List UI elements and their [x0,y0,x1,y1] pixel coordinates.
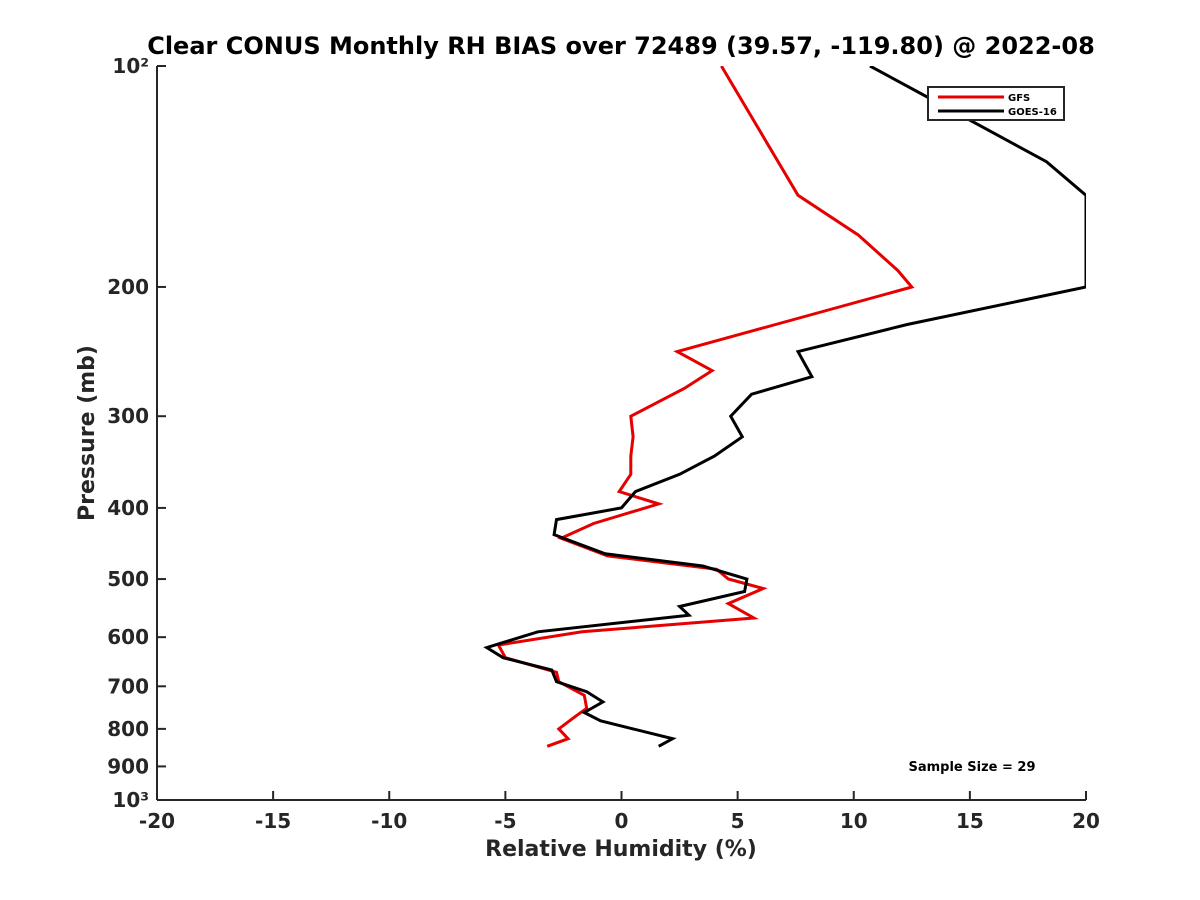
x-tick-label: -5 [494,809,516,833]
legend-label: GOES-16 [1008,107,1057,118]
series-layer [483,66,1086,748]
x-axis-label: Relative Humidity (%) [485,837,757,862]
x-tick-label: 20 [1072,809,1100,833]
y-tick-label: 600 [107,625,149,649]
y-tick-label: 800 [107,717,149,741]
x-tick-label: 10 [840,809,868,833]
y-tick-label: 400 [107,496,149,520]
legend-box [927,86,1065,121]
series-line-goes-16 [483,66,1086,748]
x-tick-label: 5 [731,809,745,833]
legend: GFS GOES-16 [927,86,1065,121]
y-tick-label: 300 [107,404,149,428]
y-tick-label: 200 [107,275,149,299]
x-tick-label: 15 [956,809,984,833]
axes-layer: -20 -15 -10 -5 0 5 10 15 20 10² 200 300 400 500 600 700… [107,54,1100,833]
y-tick-label: 10³ [112,788,149,812]
y-tick-label: 700 [107,674,149,698]
x-tick-label: -15 [255,809,291,833]
sample-size-note: Sample Size = 29 [908,760,1035,775]
chart-title: Clear CONUS Monthly RH BIAS over 72489 (… [147,32,1095,60]
y-tick-label: 10² [112,54,149,78]
x-tick-label: -10 [371,809,407,833]
y-tick-label: 500 [107,567,149,591]
y-tick-label: 900 [107,754,149,778]
y-axis-label: Pressure (mb) [75,345,100,521]
legend-label: GFS [1008,93,1030,104]
series-line-gfs [496,66,915,748]
x-tick-label: -20 [139,809,175,833]
x-tick-label: 0 [615,809,629,833]
